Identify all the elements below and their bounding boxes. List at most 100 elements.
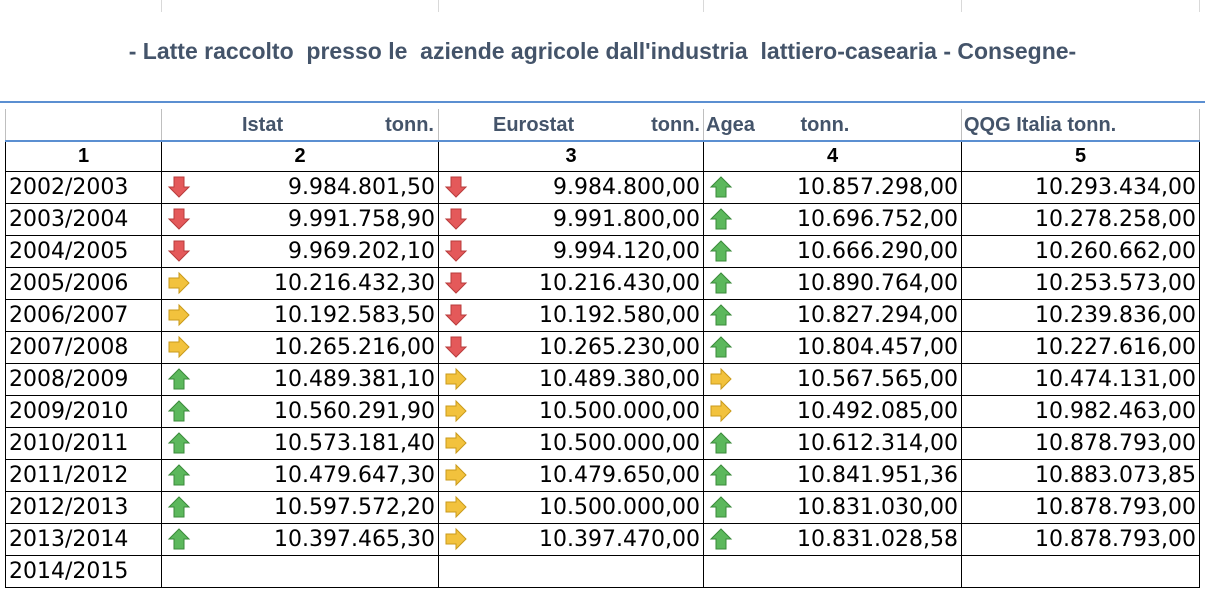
istat-value: 9.991.758,90 [288, 206, 435, 232]
column-number-2[interactable]: 2 [161, 141, 439, 172]
data-table: Istat tonn. Eurostat tonn. Agea tonn. QQ… [5, 109, 1200, 588]
eurostat-cell[interactable]: 10.216.430,00 [438, 266, 704, 300]
year-cell[interactable]: 2013/2014 [5, 522, 162, 556]
istat-cell[interactable]: 10.216.432,30 [161, 266, 439, 300]
agea-cell[interactable]: 10.612.314,00 [703, 426, 962, 460]
agea-cell[interactable]: 10.841.951,36 [703, 458, 962, 492]
agea-cell[interactable]: 10.666.290,00 [703, 234, 962, 268]
agea-cell[interactable]: 10.857.298,00 [703, 170, 962, 204]
year-cell[interactable]: 2010/2011 [5, 426, 162, 460]
column-number-1[interactable]: 1 [5, 141, 162, 172]
header-eurostat[interactable]: Eurostat tonn. [438, 109, 704, 142]
eurostat-cell[interactable]: 10.489.380,00 [438, 362, 704, 396]
qqg-cell[interactable]: 10.293.434,00 [961, 170, 1200, 204]
header-istat-label: Istat [242, 114, 284, 136]
trend-up-icon [708, 462, 734, 488]
year-cell[interactable]: 2005/2006 [5, 266, 162, 300]
qqg-cell[interactable]: 10.878.793,00 [961, 490, 1200, 524]
qqg-cell[interactable]: 10.253.573,00 [961, 266, 1200, 300]
qqg-cell[interactable]: 10.227.616,00 [961, 330, 1200, 364]
istat-value: 10.192.583,50 [274, 302, 435, 328]
eurostat-cell[interactable]: 9.984.800,00 [438, 170, 704, 204]
year-cell[interactable]: 2014/2015 [5, 554, 162, 588]
agea-cell[interactable] [703, 554, 962, 588]
agea-cell[interactable]: 10.492.085,00 [703, 394, 962, 428]
header-eurostat-unit: tonn. [651, 114, 700, 136]
istat-cell[interactable]: 10.192.583,50 [161, 298, 439, 332]
title-band: - Latte raccolto presso le aziende agric… [0, 0, 1205, 103]
header-agea-unit: tonn. [800, 114, 850, 136]
qqg-cell[interactable]: 10.474.131,00 [961, 362, 1200, 396]
istat-cell[interactable]: 10.479.647,30 [161, 458, 439, 492]
eurostat-cell[interactable]: 10.479.650,00 [438, 458, 704, 492]
istat-value: 10.216.432,30 [274, 270, 435, 296]
istat-cell[interactable]: 9.969.202,10 [161, 234, 439, 268]
year-cell[interactable]: 2009/2010 [5, 394, 162, 428]
column-number-3[interactable]: 3 [438, 141, 704, 172]
trend-down-icon [443, 334, 469, 360]
table-row: 2011/2012 10.479.647,30 10.479.650,00 10.84… [5, 458, 1200, 492]
trend-down-icon [166, 174, 192, 200]
eurostat-cell[interactable]: 10.500.000,00 [438, 426, 704, 460]
header-agea[interactable]: Agea tonn. [703, 109, 962, 142]
year-cell[interactable]: 2007/2008 [5, 330, 162, 364]
trend-down-icon [443, 270, 469, 296]
istat-cell[interactable]: 9.984.801,50 [161, 170, 439, 204]
column-number-4[interactable]: 4 [703, 141, 962, 172]
header-year[interactable] [5, 109, 162, 142]
table-row: 2014/2015 [5, 554, 1200, 588]
header-qqg[interactable]: QQG Italia tonn. [961, 109, 1200, 142]
agea-cell[interactable]: 10.827.294,00 [703, 298, 962, 332]
eurostat-cell[interactable]: 10.192.580,00 [438, 298, 704, 332]
qqg-cell[interactable]: 10.878.793,00 [961, 522, 1200, 556]
agea-cell[interactable]: 10.696.752,00 [703, 202, 962, 236]
istat-cell[interactable] [161, 554, 439, 588]
trend-down-icon [166, 206, 192, 232]
istat-cell[interactable]: 10.397.465,30 [161, 522, 439, 556]
year-cell[interactable]: 2002/2003 [5, 170, 162, 204]
qqg-cell[interactable]: 10.878.793,00 [961, 426, 1200, 460]
column-number-5[interactable]: 5 [961, 141, 1200, 172]
eurostat-cell[interactable]: 9.994.120,00 [438, 234, 704, 268]
agea-cell[interactable]: 10.567.565,00 [703, 362, 962, 396]
trend-up-icon [166, 494, 192, 520]
eurostat-cell[interactable]: 10.500.000,00 [438, 394, 704, 428]
year-cell[interactable]: 2012/2013 [5, 490, 162, 524]
year-cell[interactable]: 2008/2009 [5, 362, 162, 396]
year-cell[interactable]: 2011/2012 [5, 458, 162, 492]
istat-cell[interactable]: 10.573.181,40 [161, 426, 439, 460]
qqg-cell[interactable]: 10.260.662,00 [961, 234, 1200, 268]
qqg-cell[interactable] [961, 554, 1200, 588]
eurostat-cell[interactable]: 10.265.230,00 [438, 330, 704, 364]
agea-cell[interactable]: 10.831.028,58 [703, 522, 962, 556]
eurostat-value: 10.192.580,00 [539, 302, 700, 328]
header-istat-unit: tonn. [385, 114, 434, 136]
agea-cell[interactable]: 10.831.030,00 [703, 490, 962, 524]
istat-cell[interactable]: 9.991.758,90 [161, 202, 439, 236]
header-istat[interactable]: Istat tonn. [161, 109, 439, 142]
qqg-cell[interactable]: 10.239.836,00 [961, 298, 1200, 332]
year-cell[interactable]: 2003/2004 [5, 202, 162, 236]
trend-down-icon [166, 238, 192, 264]
trend-up-icon [708, 238, 734, 264]
istat-cell[interactable]: 10.489.381,10 [161, 362, 439, 396]
istat-cell[interactable]: 10.560.291,90 [161, 394, 439, 428]
agea-cell[interactable]: 10.804.457,00 [703, 330, 962, 364]
agea-cell[interactable]: 10.890.764,00 [703, 266, 962, 300]
istat-cell[interactable]: 10.597.572,20 [161, 490, 439, 524]
trend-up-icon [708, 430, 734, 456]
year-cell[interactable]: 2004/2005 [5, 234, 162, 268]
trend-flat-icon [443, 366, 469, 392]
eurostat-value: 10.397.470,00 [539, 526, 700, 552]
eurostat-cell[interactable]: 10.500.000,00 [438, 490, 704, 524]
istat-cell[interactable]: 10.265.216,00 [161, 330, 439, 364]
qqg-cell[interactable]: 10.278.258,00 [961, 202, 1200, 236]
eurostat-cell[interactable]: 9.991.800,00 [438, 202, 704, 236]
trend-up-icon [708, 270, 734, 296]
year-cell[interactable]: 2006/2007 [5, 298, 162, 332]
qqg-cell[interactable]: 10.982.463,00 [961, 394, 1200, 428]
eurostat-cell[interactable] [438, 554, 704, 588]
eurostat-cell[interactable]: 10.397.470,00 [438, 522, 704, 556]
qqg-cell[interactable]: 10.883.073,85 [961, 458, 1200, 492]
agea-value: 10.831.030,00 [797, 494, 958, 520]
